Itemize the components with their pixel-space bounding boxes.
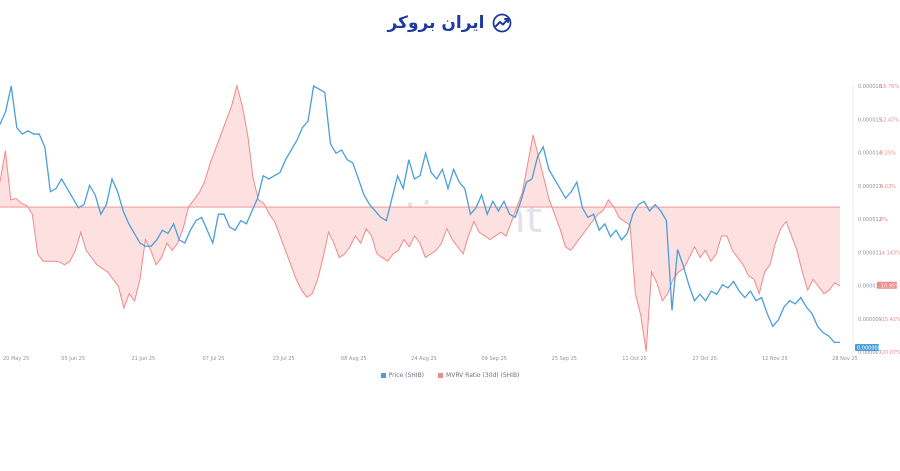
mvrv-tick-label: 16.76% — [880, 84, 899, 90]
x-tick-label: 08 Aug 25 — [341, 356, 367, 362]
mvrv-area — [0, 85, 840, 352]
mvrv-tick-label: 0% — [880, 217, 888, 223]
series-group — [0, 83, 841, 352]
price-tick-label: 0.000007 — [858, 350, 882, 356]
x-tick-label: 05 Jun 25 — [61, 356, 85, 362]
price-tick-label: 0.000014 — [858, 151, 882, 157]
y-axis-mvrv: 16.76%12.47%8.25%4.03%0%-4.143%-9.28%-15… — [877, 84, 900, 356]
legend-swatch-price — [380, 373, 386, 378]
price-tick-label: 0.000012 — [858, 217, 882, 223]
x-tick-label: 25 Sep 25 — [552, 356, 577, 362]
x-tick-label: 28 Nov 25 — [832, 356, 858, 362]
price-tick-label: 0.00001 — [858, 284, 879, 290]
price-tick-label: 0.000013 — [858, 184, 882, 190]
legend: Price (SHIB) MVRV Ratio (30d) (SHIB) — [0, 372, 900, 379]
legend-label-mvrv: MVRV Ratio (30d) (SHIB) — [446, 372, 520, 379]
x-tick-label: 21 Jun 25 — [131, 356, 155, 362]
mvrv-tick-label: -20.07% — [880, 350, 900, 356]
x-tick-label: 24 Aug 25 — [411, 356, 437, 362]
mvrv-current-label: -10.95% — [879, 283, 900, 289]
legend-label-price: Price (SHIB) — [388, 372, 425, 379]
mvrv-current-badge — [877, 281, 897, 289]
mvrv-tick-label: -4.143% — [880, 250, 900, 256]
mvrv-line — [0, 83, 841, 352]
legend-item-mvrv[interactable]: MVRV Ratio (30d) (SHIB) — [438, 372, 519, 379]
mvrv-tick-label: 12.47% — [880, 117, 899, 123]
trend-up-icon — [492, 13, 511, 33]
legend-item-price[interactable]: Price (SHIB) — [380, 372, 425, 379]
x-tick-label: 07 Jul 25 — [203, 356, 225, 362]
mvrv-tick-label: 8.25% — [880, 151, 896, 157]
mvrv-area-group — [0, 85, 840, 352]
x-tick-label: 09 Sep 25 — [482, 356, 507, 362]
x-tick-label: 27 Oct 25 — [692, 356, 717, 362]
x-tick-label: 11 Oct 25 — [622, 356, 647, 362]
logo: ایران بروکر — [0, 12, 900, 34]
price-tick-label: 0.000009 — [858, 317, 882, 323]
price-tick-label: 0.000016 — [858, 84, 882, 90]
x-axis: 20 May 25 05 Jun 25 21 Jun 25 07 Jul 25 23 J… — [3, 356, 858, 362]
mvrv-tick-label: 4.03% — [880, 184, 896, 190]
price-tick-label: 0.000011 — [858, 250, 882, 256]
price-current-label: 0.000008 — [857, 346, 881, 352]
mvrv-tick-label: -15.42% — [880, 317, 900, 323]
price-line — [0, 84, 840, 344]
x-tick-label: 12 Nov 25 — [762, 356, 788, 362]
x-tick-label: 23 Jul 25 — [273, 356, 295, 362]
y-axis-price: 0.000016 0.000015 0.000014 0.000013 0.000012… — [852, 84, 882, 356]
legend-swatch-mvrv — [438, 373, 444, 378]
x-tick-label: 20 May 25 — [3, 356, 29, 362]
price-tick-label: 0.000015 — [858, 117, 882, 123]
price-current-badge — [855, 344, 879, 351]
logo-text: ایران بروکر — [387, 13, 485, 33]
